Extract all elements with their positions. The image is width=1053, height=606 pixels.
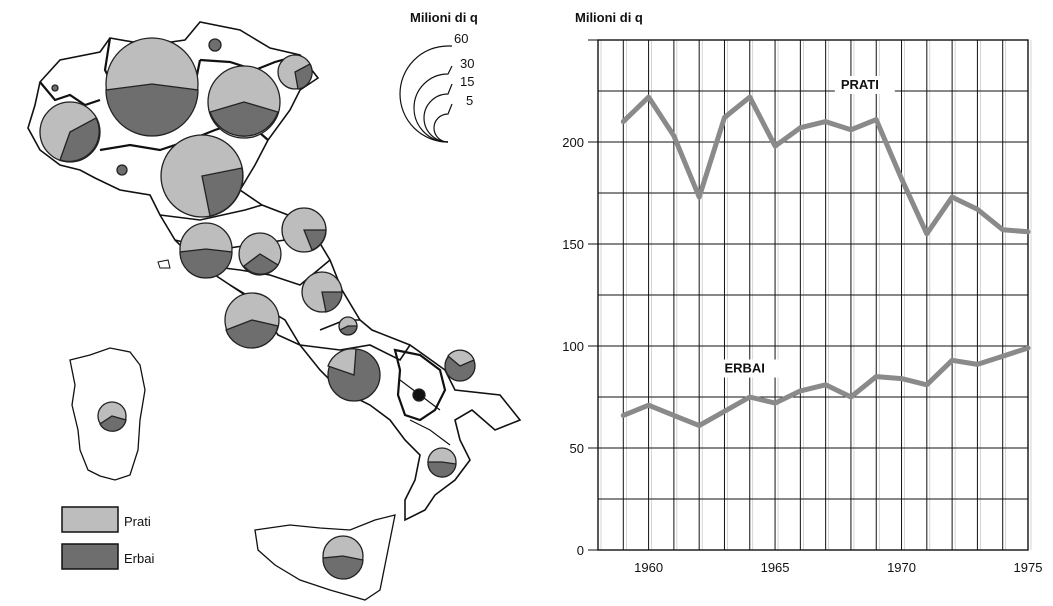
chart-grid bbox=[588, 39, 1032, 551]
pie-abruzzo-erbai bbox=[321, 291, 343, 313]
pie-piemonte-erbai bbox=[59, 117, 100, 163]
series-label-bg bbox=[834, 75, 895, 94]
size-legend-arc-60 bbox=[399, 45, 452, 143]
x-tick-label: 1970 bbox=[887, 560, 916, 575]
italy-map-panel: Milioni di q 60 30 15 5 Prati Erbai bbox=[27, 10, 522, 601]
legend-swatch-prati bbox=[61, 506, 119, 533]
series-line-prati bbox=[620, 94, 1031, 237]
elba-island bbox=[157, 259, 171, 269]
pie-friuli-erbai bbox=[294, 63, 313, 90]
campania-outline bbox=[393, 348, 447, 422]
size-legend-label-60: 60 bbox=[454, 31, 468, 46]
pie-trentino bbox=[208, 38, 222, 52]
size-legend-label-30: 30 bbox=[460, 56, 474, 71]
x-tick-label: 1965 bbox=[761, 560, 790, 575]
pie-liguria bbox=[116, 164, 128, 176]
size-legend-label-15: 15 bbox=[460, 74, 474, 89]
y-tick-label: 200 bbox=[562, 135, 584, 150]
size-legend-arc-15 bbox=[423, 83, 453, 143]
x-tick-label: 1975 bbox=[1014, 560, 1043, 575]
plot-frame bbox=[597, 39, 1029, 551]
pie-veneto-erbai bbox=[209, 101, 279, 137]
size-legend-label-5: 5 bbox=[466, 93, 473, 108]
pie-puglia-prati bbox=[447, 349, 475, 367]
x-tick-label: 1960 bbox=[634, 560, 663, 575]
pie-lazio-erbai bbox=[225, 319, 279, 349]
pie-sardegna-erbai bbox=[99, 415, 127, 432]
region-pie-symbols bbox=[39, 37, 476, 580]
pie-campania-prati bbox=[327, 348, 357, 376]
series-label-bg bbox=[718, 359, 779, 378]
series-label-erbai: ERBAI bbox=[724, 361, 764, 376]
size-legend-title: Milioni di q bbox=[410, 10, 478, 25]
y-tick-label: 150 bbox=[562, 237, 584, 252]
pie-umbria-erbai bbox=[243, 253, 279, 275]
size-legend-arc-5 bbox=[433, 103, 453, 143]
legend-label-erbai: Erbai bbox=[124, 551, 154, 566]
chart-tick-labels: 0 50 100 150 200 1960 1965 1970 1975 bbox=[562, 135, 1042, 575]
y-tick-label: 0 bbox=[577, 543, 584, 558]
series-line-erbai bbox=[620, 345, 1031, 429]
size-legend-arc-30 bbox=[413, 65, 453, 143]
chart-series-labels: PRATI ERBAI bbox=[718, 75, 895, 378]
pie-sicilia-erbai bbox=[322, 555, 364, 580]
pie-toscana-erbai bbox=[179, 248, 233, 279]
pie-marche-erbai bbox=[303, 229, 327, 251]
chart-series bbox=[620, 94, 1031, 429]
pie-lombardia-erbai bbox=[105, 83, 199, 137]
y-tick-label: 50 bbox=[570, 441, 584, 456]
pie-calabria-erbai bbox=[427, 461, 457, 478]
pie-molise-erbai bbox=[339, 325, 358, 336]
size-legend-circles bbox=[399, 45, 453, 143]
legend-swatch-erbai bbox=[61, 543, 119, 570]
chart-ylabel: Milioni di q bbox=[575, 10, 643, 25]
pie-basilicata bbox=[412, 388, 426, 402]
pie-aosta bbox=[51, 84, 59, 92]
y-tick-label: 100 bbox=[562, 339, 584, 354]
pie-emilia-erbai bbox=[201, 167, 244, 217]
series-label-prati: PRATI bbox=[841, 77, 879, 92]
legend-label-prati: Prati bbox=[124, 514, 151, 529]
